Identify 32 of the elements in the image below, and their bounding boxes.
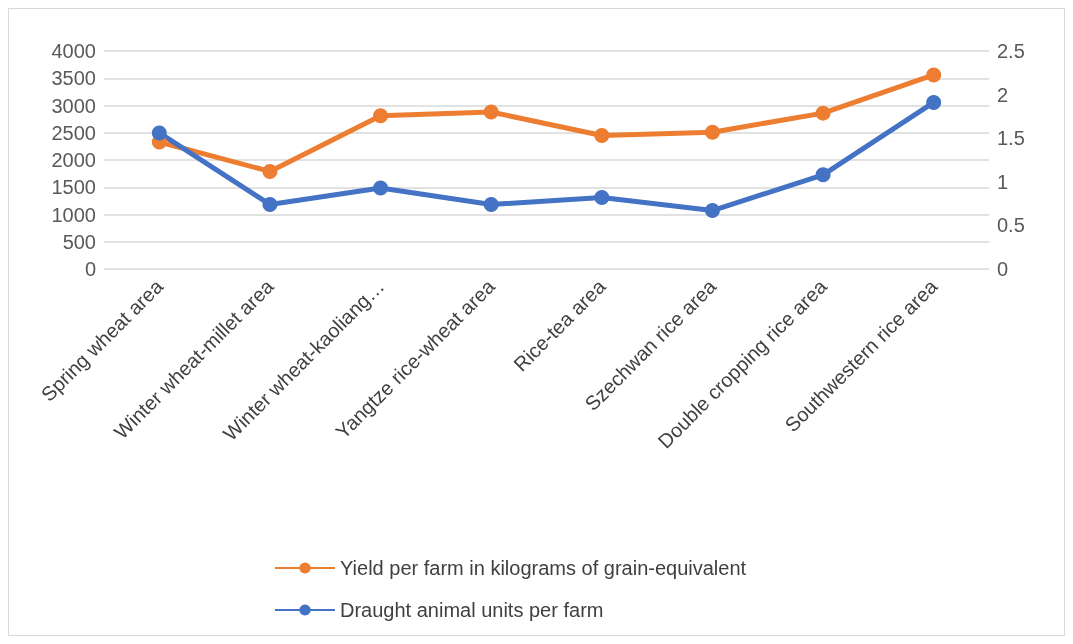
y2-tick-label: 0 — [997, 258, 1009, 280]
y2-tick-label: 1.5 — [997, 127, 1025, 150]
legend-label: Draught animal units per farm — [340, 599, 604, 621]
point — [483, 196, 499, 212]
point — [815, 105, 831, 121]
y2-tick-label: 1 — [997, 170, 1009, 193]
y-tick-label: 1500 — [51, 176, 96, 199]
point — [704, 203, 720, 219]
y-tick-label: 2500 — [51, 121, 96, 144]
point — [151, 125, 167, 141]
y-tick-label: 3000 — [51, 94, 96, 117]
y-tick-label: 4000 — [51, 40, 96, 62]
point — [926, 67, 942, 83]
y2-tick-label: 2 — [997, 83, 1009, 106]
point — [815, 167, 831, 183]
y2-tick-label: 0.5 — [997, 214, 1025, 237]
y2-tick-label: 2.5 — [997, 40, 1025, 62]
point — [373, 108, 389, 124]
point — [373, 180, 389, 196]
legend-label: Yield per farm in kilograms of grain-equivalent — [340, 557, 747, 579]
point — [262, 163, 278, 179]
y-tick-label: 1000 — [51, 203, 96, 226]
point — [704, 124, 720, 140]
point — [926, 94, 942, 110]
point — [594, 190, 610, 205]
y-tick-label: 500 — [62, 230, 96, 253]
point — [483, 104, 499, 120]
point — [262, 196, 278, 212]
y-tick-label: 3500 — [51, 67, 96, 90]
y-tick-label: 0 — [84, 258, 96, 280]
y-tick-label: 2000 — [51, 149, 96, 171]
point — [594, 127, 610, 143]
